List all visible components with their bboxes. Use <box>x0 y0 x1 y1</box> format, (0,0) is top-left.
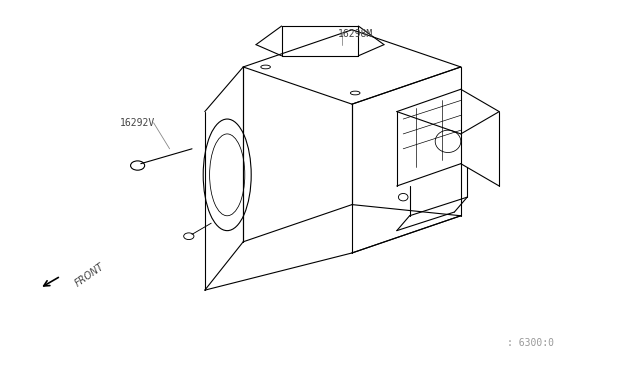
Text: 16298M: 16298M <box>337 29 373 39</box>
Text: : 6300:0: : 6300:0 <box>507 338 554 348</box>
Text: FRONT: FRONT <box>74 262 107 289</box>
Text: 16292V: 16292V <box>120 118 156 128</box>
